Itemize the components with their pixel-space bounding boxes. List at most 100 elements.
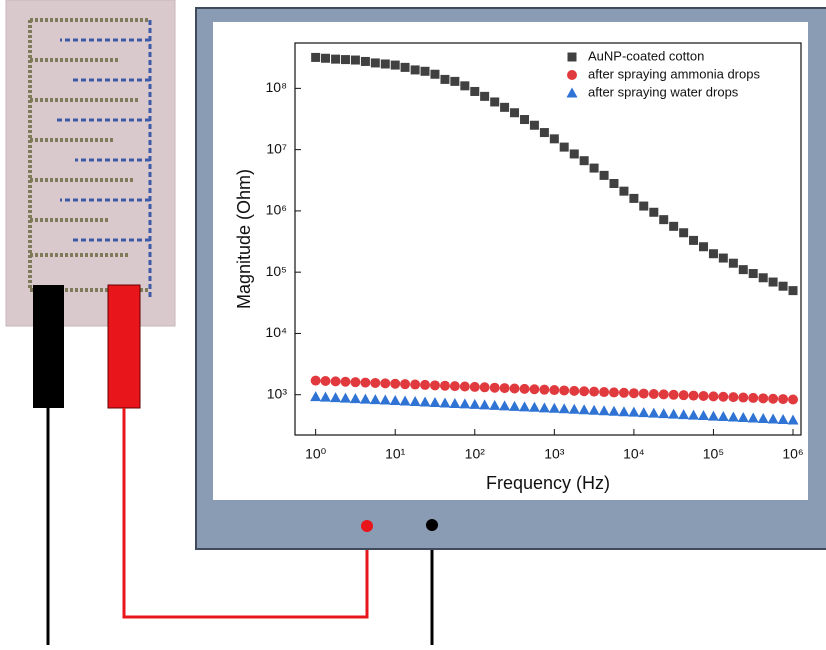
x-tick-label: 10⁶ <box>782 446 803 462</box>
y-axis-label: Magnitude (Ohm) <box>234 169 254 309</box>
y-tick-label: 10⁵ <box>266 263 287 279</box>
circle-marker <box>689 391 699 401</box>
x-tick-label: 10² <box>465 446 486 462</box>
square-marker <box>421 67 430 76</box>
circle-marker <box>699 391 709 401</box>
legend-label: after spraying water drops <box>588 84 739 99</box>
circle-marker <box>599 387 609 397</box>
legend-label: AuNP-coated cotton <box>588 48 704 63</box>
square-marker <box>590 164 599 173</box>
circle-marker <box>559 385 569 395</box>
x-tick-label: 10⁰ <box>305 446 327 462</box>
square-marker <box>699 242 708 251</box>
square-marker <box>619 187 628 196</box>
square-marker <box>709 249 718 258</box>
circle-marker <box>500 383 510 393</box>
circle-marker <box>768 394 778 404</box>
square-marker <box>321 54 330 63</box>
figure: Frequency (Hz) Magnitude (Ohm) 10⁰10¹10²… <box>0 0 826 645</box>
circle-marker <box>619 388 629 398</box>
circle-marker <box>539 385 549 395</box>
square-marker <box>669 222 678 231</box>
circle-marker <box>470 382 480 392</box>
red-terminal <box>361 520 373 532</box>
square-marker <box>411 65 420 74</box>
circle-marker <box>430 380 440 390</box>
circle-marker <box>639 389 649 399</box>
square-marker <box>729 259 738 268</box>
square-marker <box>689 236 698 245</box>
circle-marker <box>390 379 400 389</box>
square-marker <box>759 273 768 282</box>
sensor-photo <box>6 0 175 326</box>
circle-marker <box>480 382 490 392</box>
black-terminal <box>426 519 438 531</box>
circle-marker <box>360 378 370 388</box>
square-marker <box>779 282 788 291</box>
legend-label: after spraying ammonia drops <box>588 66 760 81</box>
circle-marker <box>778 394 788 404</box>
square-marker <box>460 81 469 90</box>
square-marker <box>769 278 778 287</box>
square-marker <box>430 70 439 79</box>
square-marker <box>550 134 559 143</box>
square-marker <box>568 53 577 62</box>
square-marker <box>331 55 340 64</box>
square-marker <box>490 97 499 106</box>
y-tick-label: 10⁴ <box>265 324 287 340</box>
square-marker <box>351 56 360 65</box>
circle-marker <box>629 388 639 398</box>
circle-marker <box>788 395 798 405</box>
circle-marker <box>718 392 728 402</box>
square-marker <box>739 265 748 274</box>
circle-marker <box>748 393 758 403</box>
square-marker <box>381 59 390 68</box>
circle-marker <box>649 389 659 399</box>
y-tick-label: 10⁶ <box>266 202 287 218</box>
circle-marker <box>331 376 341 386</box>
circle-marker <box>609 387 619 397</box>
circle-marker <box>510 383 520 393</box>
circle-marker <box>758 393 768 403</box>
circle-marker <box>380 378 390 388</box>
square-marker <box>480 92 489 101</box>
y-tick-label: 10⁸ <box>266 79 288 95</box>
circle-marker <box>370 378 380 388</box>
square-marker <box>609 179 618 188</box>
square-marker <box>530 121 539 130</box>
circle-marker <box>321 376 331 386</box>
y-tick-label: 10⁷ <box>266 140 287 156</box>
circle-marker <box>669 390 679 400</box>
square-marker <box>789 286 798 295</box>
square-marker <box>560 143 569 152</box>
circle-marker <box>679 390 689 400</box>
circle-marker <box>440 381 450 391</box>
circle-marker <box>460 382 470 392</box>
page: {"chart_data": {"type": "scatter", "x_la… <box>0 0 826 650</box>
circle-marker <box>529 384 539 394</box>
square-marker <box>719 254 728 263</box>
square-marker <box>629 194 638 203</box>
square-marker <box>600 171 609 180</box>
circle-marker <box>490 383 500 393</box>
square-marker <box>401 63 410 72</box>
square-marker <box>470 87 479 96</box>
square-marker <box>341 55 350 64</box>
circle-marker <box>569 386 579 396</box>
square-marker <box>580 156 589 165</box>
square-marker <box>391 61 400 70</box>
circle-marker <box>520 384 530 394</box>
square-marker <box>659 215 668 224</box>
circle-marker <box>738 393 748 403</box>
square-marker <box>371 58 380 67</box>
circle-marker <box>579 386 589 396</box>
square-marker <box>679 228 688 237</box>
square-marker <box>540 128 549 137</box>
circle-marker <box>420 380 430 390</box>
square-marker <box>311 53 320 62</box>
circle-marker <box>450 381 460 391</box>
x-tick-label: 10¹ <box>385 446 406 462</box>
square-marker <box>450 77 459 86</box>
square-marker <box>500 103 509 112</box>
square-marker <box>361 57 370 66</box>
